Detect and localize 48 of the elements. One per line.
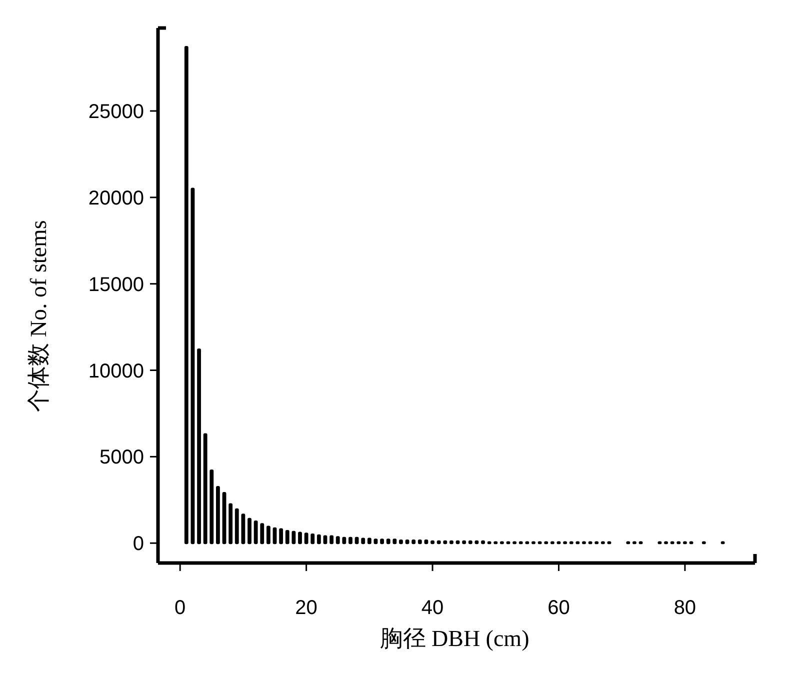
bar (399, 540, 403, 544)
y-tick-label: 10000 (88, 360, 144, 382)
bar (304, 532, 308, 544)
bar (197, 348, 201, 544)
bar (210, 470, 214, 544)
x-tick-label: 0 (174, 597, 186, 619)
bar (367, 538, 372, 544)
bar (248, 518, 252, 544)
bar (298, 532, 302, 544)
bar (279, 528, 284, 544)
y-tick-label: 20000 (88, 187, 144, 210)
bar (418, 540, 422, 544)
x-axis-title: 胸径 DBH (cm) (380, 626, 530, 651)
bar (266, 526, 270, 544)
x-tick-label: 20 (295, 597, 318, 619)
y-tick-label: 5000 (100, 446, 144, 469)
bar (216, 486, 220, 544)
bar (330, 535, 334, 544)
bar (234, 508, 239, 544)
bar (260, 523, 264, 544)
bar (241, 514, 246, 544)
bar (462, 540, 466, 544)
bar (348, 536, 352, 544)
bar (412, 540, 416, 544)
y-tick-label: 25000 (88, 100, 144, 123)
x-tick-label: 80 (674, 597, 696, 619)
x-tick-label: 40 (421, 597, 444, 619)
y-axis-title: 个体数 No. of stems (26, 220, 51, 412)
bar (184, 46, 188, 544)
bar (310, 533, 315, 544)
y-tick-label: 0 (132, 533, 144, 556)
bar (285, 530, 290, 544)
bar (449, 540, 454, 544)
x-tick-label: 60 (548, 597, 570, 619)
bar (386, 538, 390, 544)
bar (361, 538, 366, 544)
y-tick-label: 15000 (88, 274, 144, 296)
bar (254, 520, 258, 544)
bar (292, 530, 296, 544)
bar (430, 540, 434, 544)
bar (336, 536, 340, 544)
bar (342, 536, 346, 544)
bar (203, 433, 208, 544)
bar (392, 538, 397, 544)
bar (316, 534, 321, 544)
bar (228, 503, 233, 544)
bar (481, 540, 485, 544)
bar (380, 538, 384, 544)
